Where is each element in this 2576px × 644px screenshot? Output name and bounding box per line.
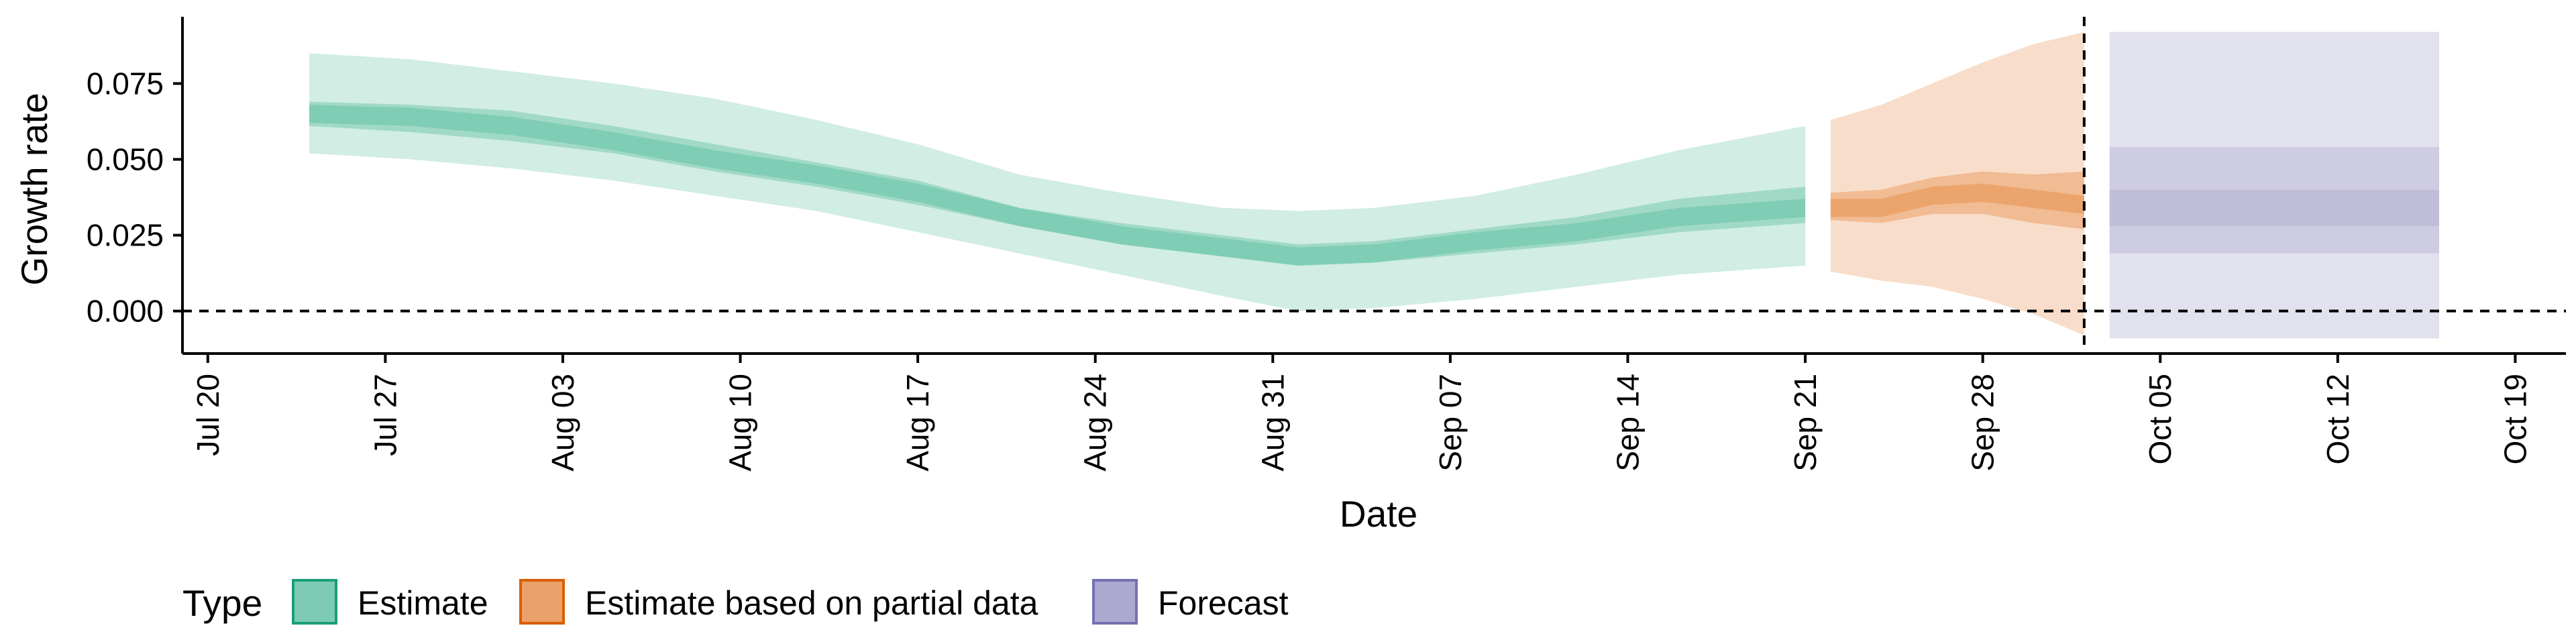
x-tick-label: Aug 24 <box>1078 374 1113 472</box>
y-tick-label: 0.000 <box>87 294 164 329</box>
y-tick-label: 0.075 <box>87 66 164 101</box>
forecast-band-50 <box>2109 189 2440 227</box>
x-tick-label: Sep 07 <box>1433 374 1468 472</box>
forecast-band-75 <box>2109 147 2440 254</box>
legend: Type Estimate Estimate based on partial d… <box>182 579 1289 625</box>
estimate-based-on-partial-data-median-band <box>1830 183 2084 217</box>
legend-label: Forecast <box>1158 584 1289 622</box>
y-tick-label: 0.050 <box>87 142 164 177</box>
estimate-band-90 <box>309 53 1806 311</box>
x-tick-label: Aug 17 <box>900 374 935 472</box>
y-tick-label: 0.025 <box>87 218 164 253</box>
x-tick-label: Sep 14 <box>1610 374 1645 472</box>
x-tick-label: Aug 03 <box>545 374 580 472</box>
forecast-band-90 <box>2109 32 2440 339</box>
y-axis-title: Growth rate <box>13 93 55 285</box>
legend-label: Estimate based on partial data <box>585 584 1038 622</box>
estimate-median-band <box>309 105 1806 266</box>
chart-axes: 0.000 0.025 0.050 0.075 Jul 20 Jul 27 Aug 03 Au… <box>87 17 2566 472</box>
legend-swatch-estimate-based-on-partial-data <box>519 579 565 625</box>
estimate-based-on-partial-data-band-90 <box>1830 32 2084 335</box>
x-tick-label: Sep 21 <box>1788 374 1823 472</box>
legend-title: Type <box>182 582 262 624</box>
chart-bands <box>309 32 2440 339</box>
x-axis-title: Date <box>1340 493 1417 535</box>
legend-label: Estimate <box>358 584 488 622</box>
x-tick-label: Oct 05 <box>2143 374 2178 465</box>
reference-lines <box>182 17 2566 354</box>
x-tick-label: Sep 28 <box>1966 374 2000 472</box>
estimate-band-50 <box>309 101 1806 266</box>
x-tick-label: Jul 27 <box>368 374 402 456</box>
x-tick-label: Aug 31 <box>1255 374 1290 472</box>
x-tick-label: Oct 19 <box>2498 374 2532 465</box>
x-tick-label: Aug 10 <box>723 374 758 472</box>
x-tick-label: Oct 12 <box>2320 374 2355 465</box>
x-tick-label: Jul 20 <box>191 374 225 456</box>
legend-swatch-estimate <box>292 579 337 625</box>
legend-swatch-forecast <box>1092 579 1138 625</box>
